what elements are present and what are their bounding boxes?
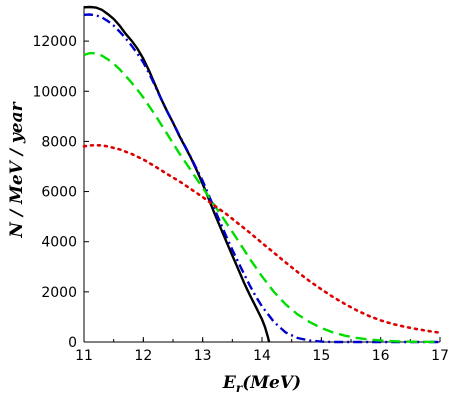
- x-tick-label: 16: [372, 348, 390, 364]
- x-tick-label: 11: [75, 348, 93, 364]
- x-axis-label: Er(MeV): [222, 373, 301, 395]
- series-line-2-dashdot: [83, 13, 440, 344]
- y-tick-label: 2000: [41, 285, 77, 301]
- x-tick-label: 15: [312, 348, 330, 364]
- x-tick-label: 14: [253, 348, 271, 364]
- y-tick-label: 12000: [32, 34, 77, 50]
- y-axis-label: N / MeV / year: [7, 101, 27, 238]
- y-tick-label: 10000: [32, 84, 77, 100]
- y-tick-label: 6000: [41, 185, 77, 201]
- series-line-3-dashed: [83, 51, 441, 344]
- series-line-4-dotted: [82, 143, 442, 334]
- x-axis-label-sub: r: [236, 381, 244, 395]
- x-axis-label-rest: (MeV): [242, 373, 301, 393]
- series-line-1-solid: [83, 5, 271, 343]
- y-tick-label: 8000: [41, 134, 77, 150]
- series-layer: [82, 5, 442, 344]
- y-tick-label: 0: [68, 335, 77, 351]
- axes: [83, 6, 441, 343]
- x-axis-label-base: E: [222, 373, 237, 393]
- x-tick-label: 13: [194, 348, 212, 364]
- x-tick-label: 17: [431, 348, 449, 364]
- y-tick-label: 4000: [41, 235, 77, 251]
- tick-labels: 11 12 13 14 15 16 17 0 2000 4000 6000 8000 10000 1200…: [32, 34, 448, 364]
- x-tick-label: 12: [134, 348, 152, 364]
